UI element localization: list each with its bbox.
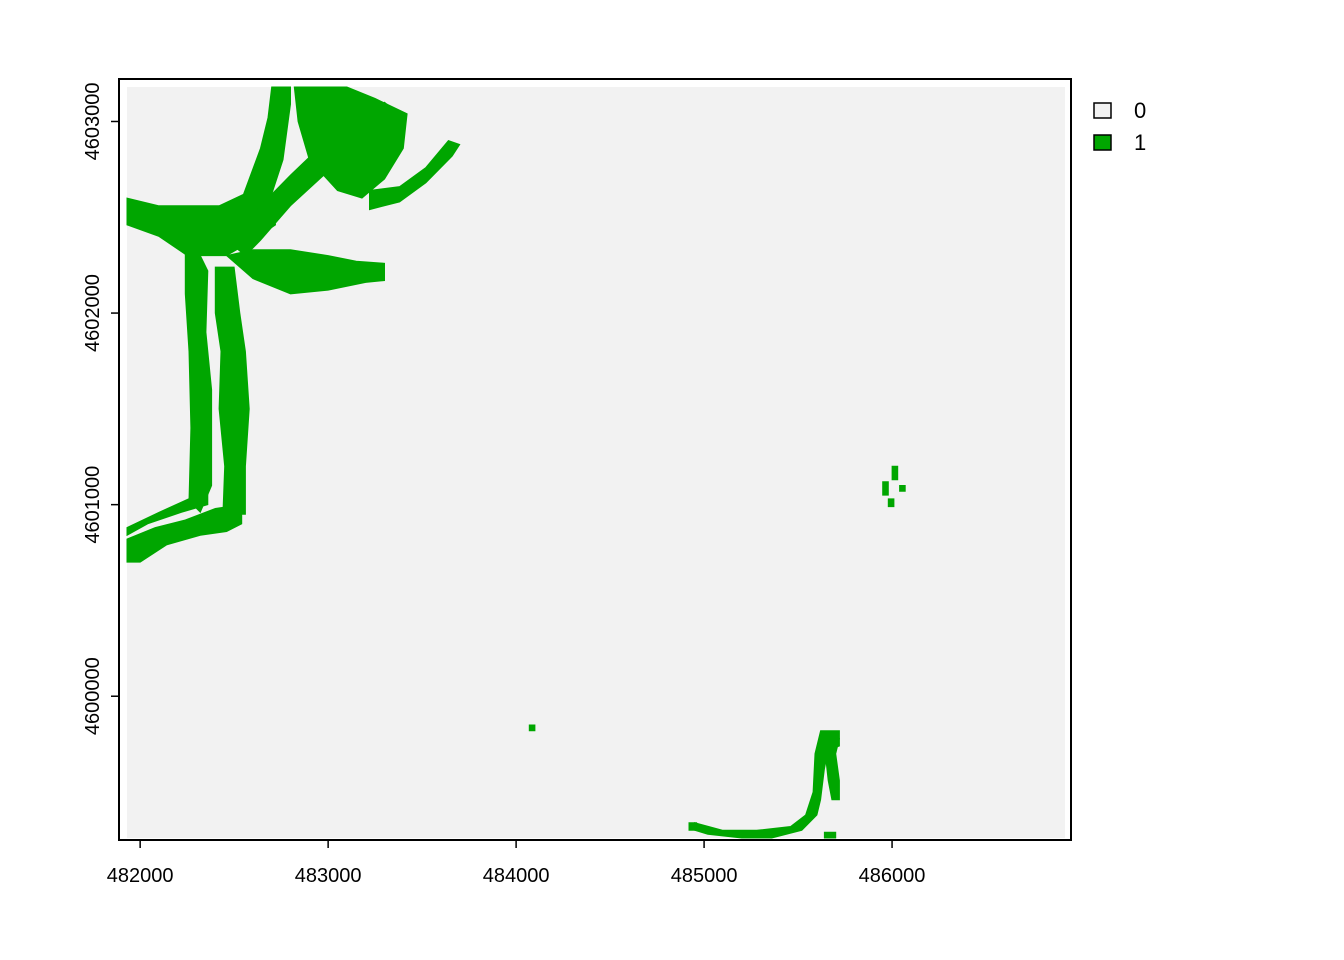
feature-dot-east-3 [899,485,906,492]
feature-eastern-arm [369,140,461,211]
feature-south-river-branch [823,733,840,801]
feature-dot-center [528,724,536,732]
x-tick-label-4: 486000 [859,865,926,887]
legend-swatch-0 [1093,102,1112,119]
y-tick-label-0: 4600000 [82,657,104,735]
feature-dot-east-1 [882,481,889,496]
feature-main-channel-east [214,266,250,515]
x-tick-label-0: 482000 [107,865,174,887]
feature-dot-south-2 [688,822,698,831]
legend-label-1: 1 [1134,130,1146,155]
legend: 01 [1093,98,1146,155]
y-tick-label-2: 4602000 [82,274,104,352]
feature-dot-east-2 [891,465,899,481]
x-tick-label-2: 484000 [483,865,550,887]
y-tick-label-3: 4603000 [82,83,104,161]
x-axis: 482000 483000 484000 485000 486000 [107,840,926,887]
feature-southwest-tail [126,504,243,563]
feature-northern-branch-east [293,86,408,199]
y-axis: 4600000 4601000 4602000 4603000 [82,83,119,735]
y-tick-label-1: 4601000 [82,466,104,544]
feature-dot-south-1 [823,831,837,839]
feature-southwest-tail-upper [126,492,209,537]
plot-frame [118,78,1072,841]
feature-southern-fork [225,249,385,295]
x-tick-label-3: 485000 [671,865,738,887]
x-tick-label-1: 483000 [295,865,362,887]
legend-swatch-1 [1093,134,1112,151]
feature-dot-east-4 [887,498,895,508]
legend-label-0: 0 [1134,98,1146,123]
feature-northern-branch-west [126,86,291,257]
class-1-features [126,86,906,839]
